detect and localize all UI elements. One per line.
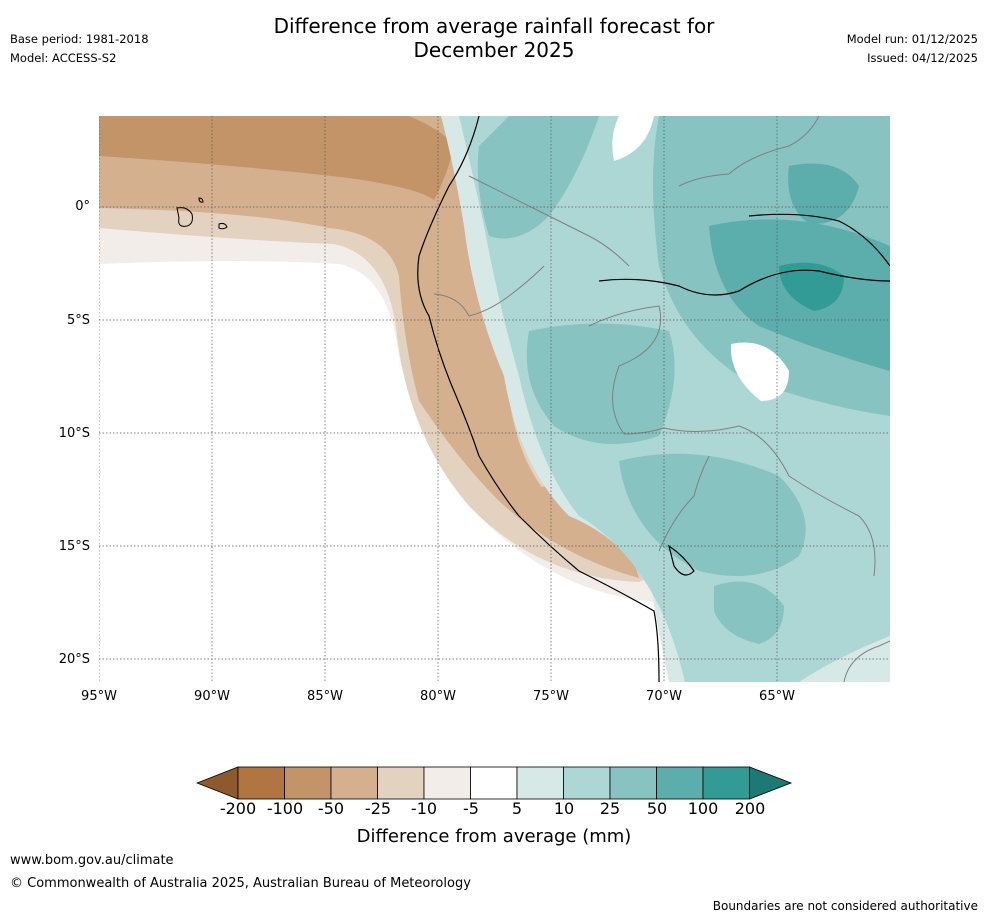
bolivia-chile-border — [658, 455, 710, 552]
country-boundaries — [433, 116, 890, 682]
colorbar-title: Difference from average (mm) — [356, 826, 632, 847]
band-plus-100 — [779, 262, 844, 311]
colorbar-cell — [237, 766, 285, 800]
band-plus-50-upper — [788, 163, 859, 225]
band-plus-25-central — [526, 323, 675, 444]
band-minus-25-coast — [527, 486, 627, 556]
colorbar-arrow-high — [749, 766, 793, 800]
model-name: Model: ACCESS-S2 — [10, 51, 117, 65]
lat-label-15s: 15°S — [58, 539, 90, 554]
dry-patch-white — [730, 342, 789, 401]
colorbar-label: 100 — [687, 799, 719, 818]
lon-label-85w: 85°W — [307, 689, 343, 704]
ecuador-peru-border — [433, 265, 545, 317]
colorbar-cell — [470, 766, 518, 800]
galapagos-islet — [198, 197, 204, 203]
band-plus-25-south — [619, 453, 806, 576]
colorbar-label: 10 — [553, 799, 575, 818]
brazil-bolivia-border — [663, 425, 876, 577]
lat-label-10s: 10°S — [58, 426, 90, 441]
dry-anomaly-layer — [99, 116, 669, 602]
rainfall-anomaly-map — [99, 116, 890, 682]
band-plus-25 — [477, 116, 599, 239]
lat-label-20s: 20°S — [58, 652, 90, 667]
colorbar-label: -200 — [219, 799, 257, 818]
metadata-left: Base period: 1981-2018 Model: ACCESS-S2 — [10, 30, 149, 68]
colorbar-arrow-low — [196, 766, 239, 800]
galapagos-santa-cruz — [218, 222, 228, 230]
wet-anomaly-layer — [441, 116, 890, 682]
colorbar-label: -10 — [410, 799, 438, 818]
colorbar — [196, 766, 793, 800]
lon-label-95w: 95°W — [81, 689, 117, 704]
pacific-coastline — [417, 116, 660, 682]
graticule — [99, 116, 890, 682]
colorbar-label: 50 — [646, 799, 668, 818]
peru-brazil-border — [588, 305, 665, 435]
boundary-disclaimer: Boundaries are not considered authoritat… — [712, 899, 978, 913]
amazon-river — [598, 269, 890, 296]
base-period: Base period: 1981-2018 — [10, 32, 149, 46]
map-title: Difference from average rainfall forecas… — [0, 14, 988, 62]
colorbar-label: -5 — [463, 799, 479, 818]
venezuela-border — [678, 116, 820, 187]
band-minus-50 — [99, 116, 454, 200]
galapagos-islands — [176, 197, 228, 230]
colorbar-cell — [423, 766, 471, 800]
title-line-2: December 2025 — [413, 38, 575, 62]
colombia-ecuador-border — [468, 175, 630, 267]
metadata-right: Model run: 01/12/2025 Issued: 04/12/2025 — [847, 30, 978, 68]
lon-label-70w: 70°W — [646, 689, 682, 704]
colorbar-cell — [377, 766, 425, 800]
colorbar-cell — [516, 766, 564, 800]
colorbar-cell — [563, 766, 611, 800]
band-plus-25-bolivia — [714, 581, 784, 644]
lon-label-90w: 90°W — [194, 689, 230, 704]
colorbar-label: -50 — [317, 799, 345, 818]
issued-date: Issued: 04/12/2025 — [867, 51, 978, 65]
title-line-1: Difference from average rainfall forecas… — [273, 14, 715, 38]
galapagos-isabela — [176, 207, 193, 227]
coastline — [417, 116, 890, 682]
amazon-upper-river — [748, 213, 890, 267]
lake-titicaca — [668, 544, 695, 576]
copyright-notice: © Commonwealth of Australia 2025, Austra… — [10, 876, 471, 891]
argentina-border — [843, 640, 890, 682]
colorbar-cell — [656, 766, 704, 800]
lon-label-80w: 80°W — [420, 689, 456, 704]
dry-patch-north — [612, 116, 654, 161]
colorbar-cell — [284, 766, 332, 800]
colorbar-label: 200 — [734, 799, 766, 818]
colorbar-cell — [609, 766, 657, 800]
colorbar-label: 5 — [511, 799, 523, 818]
colorbar-cell — [330, 766, 378, 800]
colorbar-label: -100 — [266, 799, 304, 818]
bom-website-link[interactable]: www.bom.gov.au/climate — [10, 853, 174, 868]
lat-label-0: 0° — [75, 199, 90, 214]
model-run: Model run: 01/12/2025 — [846, 32, 978, 46]
colorbar-cell — [702, 766, 750, 800]
band-minus-25 — [99, 116, 639, 578]
lon-label-75w: 75°W — [533, 689, 569, 704]
lat-label-5s: 5°S — [66, 313, 90, 328]
colorbar-label: -25 — [364, 799, 392, 818]
colorbar-label: 25 — [599, 799, 621, 818]
lon-label-65w: 65°W — [759, 689, 795, 704]
